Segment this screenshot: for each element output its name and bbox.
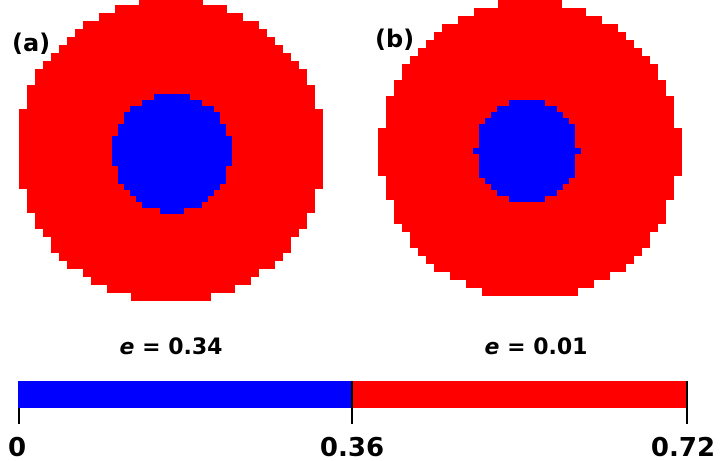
- panel-b-caption-equals: =: [499, 335, 533, 360]
- panel-b: (b) e = 0.01: [375, 0, 682, 360]
- panel-a-caption-equals: =: [134, 335, 168, 360]
- panel-a: (a) e = 0.34: [12, 0, 323, 360]
- colorbar: 0 0.36 0.72: [8, 381, 715, 461]
- colorbar-tick-label-mid: 0.36: [320, 433, 384, 461]
- panel-a-caption-variable: e: [120, 335, 135, 360]
- panel-b-caption-variable: e: [485, 335, 500, 360]
- colorbar-tick-label-max: 0.72: [651, 433, 715, 461]
- panel-b-inner-region: [473, 100, 581, 202]
- panel-b-label: (b): [375, 25, 414, 53]
- colorbar-tick-label-min: 0: [8, 433, 26, 461]
- colorbar-low-segment: [18, 381, 352, 408]
- panel-a-caption-value: 0.34: [168, 335, 222, 360]
- colorbar-high-segment: [352, 381, 688, 408]
- panel-b-caption: e = 0.01: [485, 335, 588, 360]
- panel-a-caption: e = 0.34: [120, 335, 223, 360]
- panel-a-inner-region: [112, 94, 232, 214]
- panel-a-label: (a): [12, 29, 50, 57]
- panel-b-caption-value: 0.01: [533, 335, 587, 360]
